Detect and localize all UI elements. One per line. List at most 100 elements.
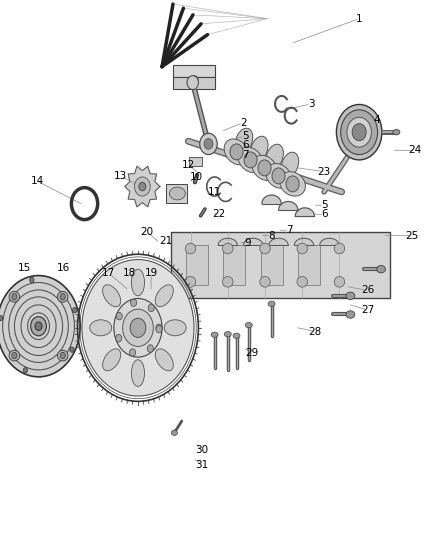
Ellipse shape [297, 243, 307, 254]
Bar [298, 245, 320, 285]
Ellipse shape [9, 350, 20, 361]
Ellipse shape [346, 292, 355, 300]
Ellipse shape [102, 349, 121, 371]
Text: 7: 7 [286, 225, 293, 235]
Ellipse shape [281, 152, 299, 177]
Text: 14: 14 [31, 176, 44, 186]
Ellipse shape [123, 309, 153, 346]
Ellipse shape [204, 139, 213, 149]
Text: 17: 17 [102, 268, 115, 278]
Ellipse shape [377, 265, 385, 273]
Ellipse shape [73, 308, 77, 313]
Ellipse shape [12, 294, 17, 300]
Text: 22: 22 [212, 209, 226, 219]
Ellipse shape [155, 285, 173, 307]
Bar [186, 245, 208, 285]
Ellipse shape [235, 128, 253, 153]
Ellipse shape [223, 277, 233, 287]
Ellipse shape [185, 243, 196, 254]
Ellipse shape [245, 322, 252, 328]
Ellipse shape [139, 182, 146, 191]
Ellipse shape [170, 187, 185, 200]
Ellipse shape [30, 277, 34, 282]
Text: 25: 25 [405, 231, 418, 240]
Ellipse shape [223, 243, 233, 254]
Ellipse shape [268, 301, 275, 306]
Ellipse shape [171, 430, 177, 435]
Text: 6: 6 [321, 209, 328, 219]
Ellipse shape [185, 277, 196, 287]
Ellipse shape [0, 316, 3, 321]
Ellipse shape [60, 352, 65, 359]
Text: 15: 15 [18, 263, 31, 272]
Text: 27: 27 [361, 305, 374, 315]
Ellipse shape [297, 277, 307, 287]
Ellipse shape [12, 352, 17, 359]
Polygon shape [269, 238, 288, 245]
Ellipse shape [336, 104, 382, 160]
Ellipse shape [102, 285, 121, 307]
Polygon shape [244, 238, 263, 245]
Text: 9: 9 [244, 238, 251, 247]
Text: 12: 12 [182, 160, 195, 170]
Ellipse shape [393, 130, 400, 135]
Bar [189, 157, 202, 166]
Text: 8: 8 [268, 231, 275, 240]
Ellipse shape [35, 322, 42, 330]
Ellipse shape [334, 277, 345, 287]
Ellipse shape [90, 320, 112, 336]
Ellipse shape [251, 136, 268, 161]
Text: 23: 23 [318, 167, 331, 176]
Text: 13: 13 [114, 171, 127, 181]
Ellipse shape [9, 292, 20, 302]
Ellipse shape [352, 124, 366, 141]
Bar [261, 245, 283, 285]
Text: 16: 16 [57, 263, 70, 272]
Ellipse shape [148, 304, 154, 312]
Ellipse shape [131, 299, 137, 306]
Ellipse shape [131, 360, 145, 386]
Text: 31: 31 [195, 460, 208, 470]
Text: 2: 2 [240, 118, 247, 127]
Ellipse shape [187, 76, 198, 90]
Ellipse shape [200, 133, 217, 155]
Ellipse shape [233, 333, 240, 338]
Ellipse shape [31, 317, 46, 336]
Text: 21: 21 [159, 236, 172, 246]
Text: 28: 28 [309, 327, 322, 336]
Ellipse shape [252, 155, 277, 181]
Polygon shape [279, 201, 298, 210]
Text: 24: 24 [409, 146, 422, 155]
Ellipse shape [114, 298, 162, 357]
Ellipse shape [23, 368, 28, 373]
Bar [173, 66, 215, 77]
Text: 5: 5 [242, 131, 249, 141]
Ellipse shape [211, 332, 218, 337]
Polygon shape [171, 232, 390, 298]
Ellipse shape [238, 147, 263, 173]
Ellipse shape [244, 152, 257, 168]
Ellipse shape [224, 139, 249, 165]
Polygon shape [295, 208, 314, 216]
Ellipse shape [130, 318, 146, 337]
Ellipse shape [266, 164, 291, 188]
Ellipse shape [147, 345, 153, 352]
Ellipse shape [116, 312, 122, 320]
Ellipse shape [57, 350, 68, 361]
Text: 7: 7 [242, 150, 249, 159]
Polygon shape [125, 166, 160, 207]
Ellipse shape [70, 347, 74, 352]
Ellipse shape [189, 75, 198, 84]
Text: 4: 4 [373, 115, 380, 125]
Text: 3: 3 [307, 99, 314, 109]
Text: 19: 19 [145, 268, 158, 278]
Bar [166, 184, 187, 203]
Polygon shape [262, 195, 281, 204]
Text: 29: 29 [245, 348, 258, 358]
Ellipse shape [266, 144, 283, 169]
Text: 30: 30 [195, 446, 208, 455]
Text: 11: 11 [208, 187, 221, 197]
Ellipse shape [155, 349, 173, 371]
Ellipse shape [164, 320, 186, 336]
Ellipse shape [130, 349, 136, 356]
